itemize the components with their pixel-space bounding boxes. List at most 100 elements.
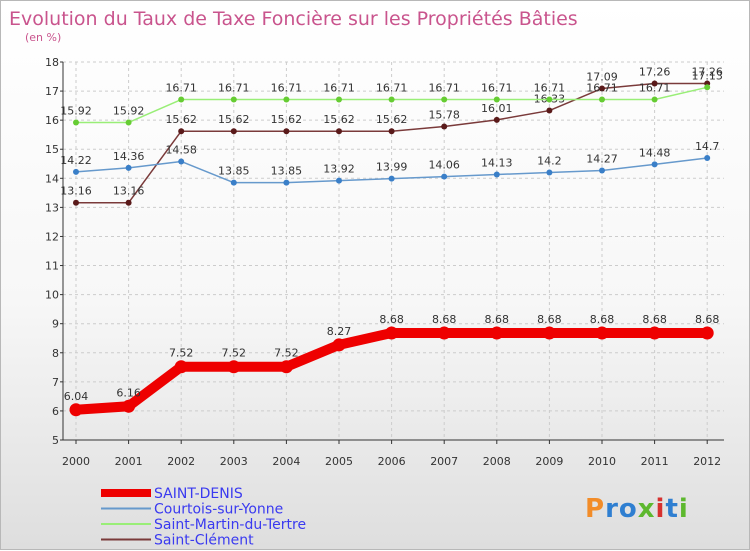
y-tick-label: 12 [45,230,59,243]
data-label-saint-denis: 6.16 [116,386,141,399]
legend-label: Saint-Clément [154,533,254,549]
data-label-saint-cl-ment: 15.62 [376,113,408,126]
data-point-saint-denis [279,360,293,374]
data-label-saint-denis: 8.68 [379,313,404,326]
x-tick-label: 2004 [272,455,300,468]
data-label-courtois-sur-yonne: 14.36 [113,150,145,163]
data-point-saint-martin-du-tertre [546,96,553,103]
x-tick-label: 2010 [588,455,616,468]
data-label-saint-martin-du-tertre: 15.92 [113,104,145,117]
data-label-saint-martin-du-tertre: 16.71 [481,82,513,95]
data-label-saint-martin-du-tertre: 16.71 [165,82,197,95]
series-layer: 13.16 13.16 15.62 15.62 15.62 15.62 15.62 15.78… [60,66,723,417]
data-label-courtois-sur-yonne: 14.13 [481,157,513,170]
proxiti-logo: Proxiti [585,494,688,524]
data-point-saint-martin-du-tertre [493,96,500,103]
data-point-courtois-sur-yonne [73,168,79,175]
data-point-courtois-sur-yonne [336,177,342,184]
data-point-saint-martin-du-tertre [388,96,395,103]
data-point-courtois-sur-yonne [493,171,500,178]
y-tick-label: 18 [45,56,59,69]
data-point-saint-martin-du-tertre [178,96,185,103]
data-point-saint-martin-du-tertre [283,96,290,103]
data-label-saint-denis: 8.68 [485,313,510,326]
x-tick-label: 2003 [220,455,248,468]
data-label-saint-denis: 8.68 [537,313,562,326]
y-tick-label: 11 [45,260,59,273]
data-point-saint-cl-ment [441,123,448,130]
data-label-saint-denis: 8.68 [432,313,457,326]
data-point-saint-cl-ment [178,128,185,135]
data-point-saint-cl-ment [651,80,658,87]
data-point-saint-martin-du-tertre [125,119,132,126]
data-label-saint-martin-du-tertre: 15.92 [60,104,92,117]
y-tick-label: 7 [52,376,59,389]
data-point-courtois-sur-yonne [388,175,395,182]
data-label-courtois-sur-yonne: 13.92 [323,163,355,176]
y-tick-label: 17 [45,85,59,98]
data-point-courtois-sur-yonne [178,158,185,165]
data-point-courtois-sur-yonne [125,164,132,171]
data-point-saint-cl-ment [388,128,395,135]
y-tick-label: 15 [45,143,59,156]
data-point-saint-denis [700,326,714,340]
data-label-courtois-sur-yonne: 14.7 [695,140,720,153]
data-point-courtois-sur-yonne [283,179,290,186]
x-tick-label: 2002 [167,455,195,468]
data-point-saint-denis [385,326,399,340]
legend-label: SAINT-DENIS [154,486,243,502]
y-tick-label: 13 [45,201,59,214]
data-point-saint-martin-du-tertre [73,119,79,126]
data-label-courtois-sur-yonne: 14.06 [428,159,460,172]
data-label-saint-martin-du-tertre: 16.71 [323,82,355,95]
x-tick-label: 2000 [62,455,90,468]
data-point-saint-cl-ment [336,128,342,135]
data-label-saint-cl-ment: 17.09 [586,70,618,83]
data-label-saint-martin-du-tertre: 16.71 [639,82,671,95]
data-point-saint-cl-ment [283,128,290,135]
data-label-courtois-sur-yonne: 14.22 [60,154,92,167]
data-point-saint-martin-du-tertre [599,96,605,103]
data-label-saint-martin-du-tertre: 16.71 [271,82,303,95]
y-tick-label: 6 [52,405,59,418]
data-point-saint-martin-du-tertre [336,96,342,103]
data-label-saint-martin-du-tertre: 16.71 [376,82,408,95]
data-point-saint-cl-ment [73,199,79,206]
data-label-saint-martin-du-tertre: 17.13 [691,69,723,82]
x-tick-label: 2011 [641,455,669,468]
data-point-courtois-sur-yonne [546,169,553,176]
data-label-saint-denis: 7.52 [274,347,299,360]
data-label-saint-cl-ment: 15.62 [323,113,355,126]
data-point-saint-martin-du-tertre [704,84,711,91]
data-label-courtois-sur-yonne: 14.48 [639,146,671,159]
x-tick-label: 2009 [535,455,563,468]
data-label-saint-cl-ment: 13.16 [60,185,92,198]
x-tick-label: 2006 [378,455,406,468]
legend-label: Saint-Martin-du-Tertre [154,517,306,533]
data-label-saint-denis: 8.68 [590,313,615,326]
chart-subtitle: (en %) [25,31,61,44]
data-label-saint-denis: 8.68 [642,313,667,326]
data-point-saint-martin-du-tertre [651,96,658,103]
data-point-saint-martin-du-tertre [230,96,237,103]
y-tick-label: 14 [45,172,59,185]
data-label-saint-martin-du-tertre: 16.71 [586,82,618,95]
data-label-courtois-sur-yonne: 13.99 [376,161,408,174]
data-label-saint-denis: 6.04 [64,390,89,403]
data-point-saint-denis [69,403,83,417]
y-tick-label: 5 [52,434,59,447]
data-point-saint-denis [174,360,188,374]
data-label-courtois-sur-yonne: 13.85 [218,165,250,178]
data-label-saint-cl-ment: 17.26 [639,66,671,79]
x-tick-label: 2001 [115,455,143,468]
y-tick-label: 16 [45,114,59,127]
data-label-saint-cl-ment: 13.16 [113,185,145,198]
data-label-courtois-sur-yonne: 14.2 [537,154,562,167]
data-label-courtois-sur-yonne: 14.27 [586,152,618,165]
data-label-saint-denis: 8.68 [695,313,720,326]
x-tick-label: 2007 [430,455,458,468]
y-tick-label: 10 [45,289,59,302]
data-point-saint-denis [437,326,451,340]
